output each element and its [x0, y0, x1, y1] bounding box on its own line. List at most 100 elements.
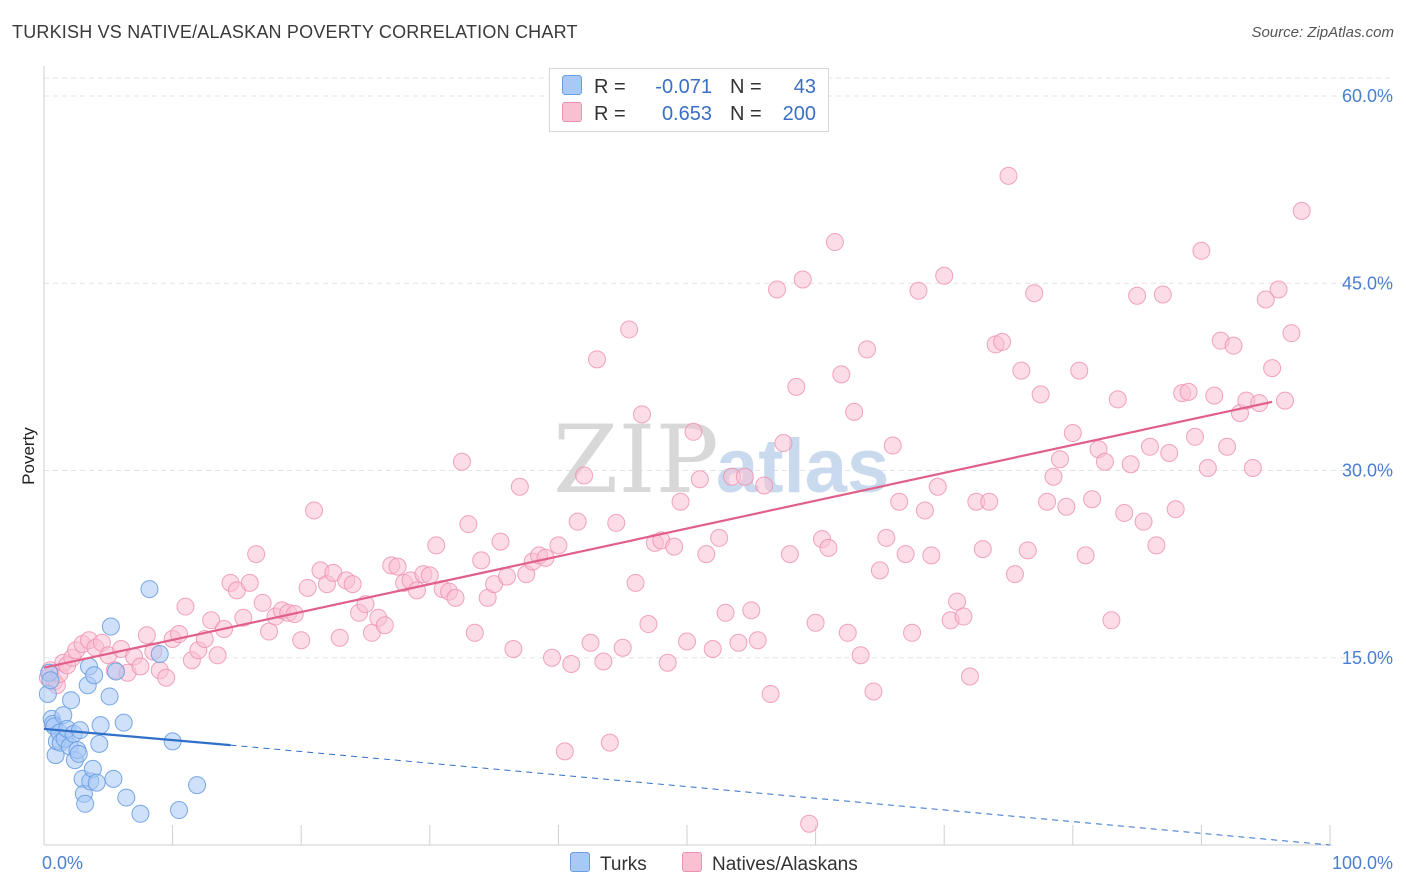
natives-point [1018, 541, 1037, 560]
y-tick-label: 60.0% [1342, 86, 1393, 106]
turks-point [150, 645, 169, 664]
natives-point [890, 492, 909, 511]
natives-point [1185, 427, 1204, 446]
natives-point [407, 581, 426, 600]
natives-point [1076, 546, 1095, 565]
natives-point [1147, 536, 1166, 555]
natives-point [452, 452, 471, 471]
natives-point [729, 633, 748, 652]
natives-point [472, 551, 491, 570]
natives-point [613, 638, 632, 657]
natives-point [1134, 512, 1153, 531]
legend-swatch-natives [562, 102, 582, 122]
natives-point [1218, 437, 1237, 456]
turks-point [188, 776, 207, 795]
natives-point [1115, 503, 1134, 522]
natives-point [240, 573, 259, 592]
natives-point [690, 470, 709, 489]
natives-point [973, 540, 992, 559]
natives-point [202, 611, 221, 630]
natives-point [928, 477, 947, 496]
natives-point [253, 593, 272, 612]
natives-point [993, 332, 1012, 351]
natives-point [684, 422, 703, 441]
trend-lines [43, 400, 1331, 846]
legend-row-turks: R = -0.071 N = 43 [562, 75, 816, 101]
natives-point [1108, 390, 1127, 409]
natives-point [137, 626, 156, 645]
turks-point [90, 734, 109, 753]
natives-point [465, 623, 484, 642]
turks-point [114, 713, 133, 732]
natives-point [1070, 361, 1089, 380]
turks-point [71, 721, 90, 740]
natives-point [870, 561, 889, 580]
natives-point [665, 537, 684, 556]
natives-point [735, 467, 754, 486]
natives-point [1050, 450, 1069, 469]
turks-trend-line-extension [230, 744, 1331, 846]
natives-point [587, 350, 606, 369]
natives-point [1063, 424, 1082, 443]
bottom-legend-swatch-turks [570, 852, 590, 872]
natives-point [292, 631, 311, 650]
natives-point [1038, 492, 1057, 511]
watermark-zip: ZIP [553, 406, 719, 515]
natives-point [1005, 565, 1024, 584]
turks-points [38, 580, 207, 823]
natives-point [793, 270, 812, 289]
natives-point [948, 592, 967, 611]
turks-point [76, 794, 95, 813]
natives-point [697, 545, 716, 564]
legend-n-value-natives: 200 [782, 103, 816, 125]
watermark: ZIP atlas [553, 406, 889, 515]
natives-point [491, 532, 510, 551]
natives-point [1269, 280, 1288, 299]
natives-points [38, 166, 1311, 833]
natives-point [330, 628, 349, 647]
natives-point [247, 545, 266, 564]
natives-point [742, 601, 761, 620]
turks-point [170, 801, 189, 820]
natives-point [1095, 452, 1114, 471]
natives-point [446, 588, 465, 607]
natives-point [555, 742, 574, 761]
natives-point [626, 573, 645, 592]
turks-point [100, 687, 119, 706]
legend-r-value-natives: 0.653 [661, 103, 712, 125]
natives-point [710, 528, 729, 547]
turks-point [131, 804, 150, 823]
natives-point [1179, 382, 1198, 401]
turks-point [101, 617, 120, 636]
natives-point [999, 166, 1018, 185]
natives-point [632, 405, 651, 424]
turks-point [104, 769, 123, 788]
turks-point [140, 580, 159, 599]
natives-point [1140, 437, 1159, 456]
natives-point [1192, 241, 1211, 260]
natives-point [703, 640, 722, 659]
natives-point [960, 667, 979, 686]
chart-source: Source: ZipAtlas.com [1251, 24, 1394, 41]
natives-point [954, 607, 973, 626]
natives-point [774, 434, 793, 453]
natives-point [1166, 500, 1185, 519]
natives-point [1012, 361, 1031, 380]
natives-point [131, 657, 150, 676]
natives-point [800, 814, 819, 833]
natives-point [639, 615, 658, 634]
natives-point [877, 528, 896, 547]
turks-point [85, 666, 104, 685]
natives-point [1198, 459, 1217, 478]
natives-point [1263, 359, 1282, 378]
natives-point [305, 501, 324, 520]
natives-point [845, 402, 864, 421]
watermark-atlas: atlas [716, 424, 889, 509]
x-tick-label-min: 0.0% [42, 853, 83, 873]
chart-title: TURKISH VS NATIVE/ALASKAN POVERTY CORREL… [12, 22, 578, 42]
natives-point [1205, 386, 1224, 405]
legend: R = -0.071 N = 43 R = 0.653 N = 200 [549, 68, 829, 132]
natives-point [716, 603, 735, 622]
legend-n-label: N = [730, 103, 762, 125]
natives-point [851, 646, 870, 665]
